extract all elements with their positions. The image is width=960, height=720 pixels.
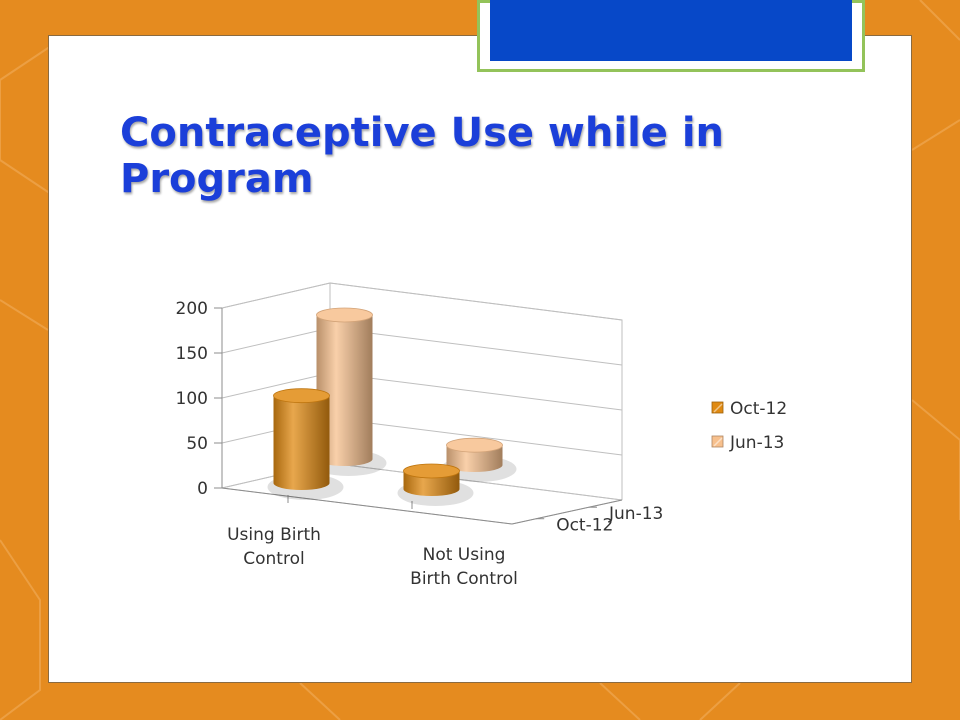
bar-top (403, 463, 460, 479)
bar-body (316, 315, 373, 467)
header-accent-fill (490, 0, 852, 61)
category-label-using-birth-control: Using Birth Control (227, 525, 321, 569)
bar-top (316, 307, 373, 323)
category-label-line: Not Using (423, 545, 506, 565)
y-tick-label: 100 (176, 389, 208, 409)
bar-top (273, 388, 330, 404)
bar-body (273, 395, 330, 490)
chart-legend: Oct-12 Jun-13 (711, 399, 787, 453)
bar-oct-12-using-birth-control (267, 388, 344, 500)
category-label-line: Using Birth (227, 525, 321, 545)
header-accent-box (477, 0, 865, 72)
slide-title: Contraceptive Use while in Program (120, 110, 725, 202)
y-tick-label: 50 (186, 434, 208, 454)
y-tick-label: 200 (176, 299, 208, 319)
slide-card (48, 35, 912, 683)
category-label-not-using-birth-control: Not Using Birth Control (410, 545, 518, 589)
y-tick-label: 0 (197, 479, 208, 499)
depth-axis-line (511, 499, 623, 525)
chart-axes (214, 307, 623, 525)
bar-jun-13-using-birth-control (310, 307, 387, 476)
x-axis-line (221, 487, 513, 525)
y-tick-label: 150 (176, 344, 208, 364)
category-label-line: Control (243, 549, 304, 569)
bar-jun-13-not-using-birth-control (440, 437, 517, 482)
category-label-line: Birth Control (410, 569, 518, 589)
legend-label-jun-13: Jun-13 (729, 433, 784, 453)
legend-swatch-highlight (713, 437, 723, 447)
bar-body (446, 445, 503, 472)
gridline (221, 327, 623, 366)
bar-top (446, 437, 503, 453)
legend-label-oct-12: Oct-12 (730, 399, 787, 419)
legend-swatch-highlight (713, 403, 723, 413)
chart-bars (267, 307, 517, 506)
bar-oct-12-not-using-birth-control (397, 463, 474, 506)
chart-labels: 0 50 100 150 200 Using Birth Control Not Using B… (176, 299, 664, 589)
depth-label-oct-12: Oct-12 (556, 516, 613, 536)
gridline (221, 282, 623, 321)
depth-label-jun-13: Jun-13 (608, 504, 663, 524)
